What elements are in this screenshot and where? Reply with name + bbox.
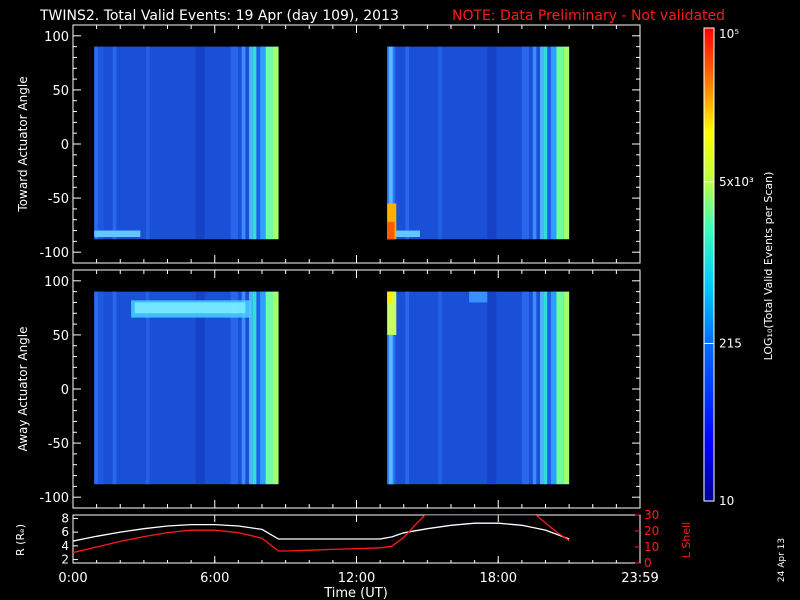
colorbar: 10 215 5x10³ 10⁵ LOG₁₀(Total Valid Events p… <box>703 27 775 508</box>
heatmap-block-0-1 <box>387 46 570 240</box>
orbit-right-tick-3: 30 <box>644 508 659 522</box>
time-tick-label-1: 6:00 <box>200 571 229 586</box>
colorbar-tick-3: 10⁵ <box>719 27 739 41</box>
ytick-label-1-2: 0 <box>61 383 69 398</box>
ytick-label-0-4: -100 <box>39 246 69 261</box>
orbit-lines <box>73 515 570 554</box>
colorbar-tick-1: 215 <box>719 336 742 350</box>
orbit-left-tick-2: 6 <box>61 525 69 539</box>
heatmap-block-0-0 <box>94 46 279 240</box>
orbit-right-tick-0: 0 <box>644 556 652 570</box>
ytick-label-1-4: -100 <box>39 491 69 506</box>
ytick-label-0-2: 0 <box>61 138 69 153</box>
heatmap-block-1-1 <box>387 291 570 485</box>
panel-away-ylabel: Away Actuator Angle <box>16 326 30 451</box>
panel-toward-ylabel: Toward Actuator Angle <box>16 76 30 212</box>
panel-away-y-axis: 100 50 0 -50 -100 <box>39 270 641 508</box>
panel-away-image <box>94 291 570 485</box>
orbit-series-0 <box>73 522 570 542</box>
orbit-right-tick-1: 10 <box>644 540 659 554</box>
time-tick-label-4: 23:59 <box>621 571 658 586</box>
ytick-label-1-0: 100 <box>44 275 69 290</box>
preliminary-note: NOTE: Data Preliminary - Not validated <box>452 8 725 24</box>
ytick-label-0-1: 50 <box>52 84 69 99</box>
date-stamp: 24 Apr 13 <box>777 538 787 582</box>
colorbar-label: LOG₁₀(Total Valid Events per Scan) <box>762 172 775 361</box>
orbit-left-tick-1: 4 <box>61 539 69 553</box>
time-tick-label-0: 0:00 <box>58 571 87 586</box>
ytick-label-0-3: -50 <box>48 192 69 207</box>
ytick-label-1-3: -50 <box>48 437 69 452</box>
time-tick-label-2: 12:00 <box>338 571 375 586</box>
panel-toward-y-axis: 100 50 0 -50 -100 <box>39 25 641 263</box>
orbit-left-label: R (Rₑ) <box>14 524 27 556</box>
time-axis-label: Time (UT) <box>323 586 388 600</box>
time-tick-label-3: 18:00 <box>480 571 517 586</box>
colorbar-ticks: 10 215 5x10³ 10⁵ <box>704 27 754 508</box>
panel-toward: 100 50 0 -50 -100 Toward Actuator Angle <box>16 24 641 264</box>
ytick-label-0-0: 100 <box>44 30 69 45</box>
colorbar-tick-0: 10 <box>719 494 734 508</box>
panel-away: 100 50 0 -50 -100 Away Actuator Angle <box>16 269 641 509</box>
ytick-label-1-1: 50 <box>52 329 69 344</box>
heatmap-block-1-0 <box>94 291 279 485</box>
orbit-left-tick-0: 2 <box>61 553 69 567</box>
colorbar-tick-2: 5x10³ <box>719 175 754 189</box>
panel-toward-image <box>94 46 570 240</box>
colorbar-gradient <box>703 27 715 502</box>
orbit-series-1 <box>73 515 570 554</box>
orbit-right-label: L Shell <box>680 522 693 558</box>
orbit-right-tick-2: 20 <box>644 524 659 538</box>
figure-title: TWINS2. Total Valid Events: 19 Apr (day … <box>39 8 399 24</box>
orbit-left-tick-3: 8 <box>61 511 69 525</box>
